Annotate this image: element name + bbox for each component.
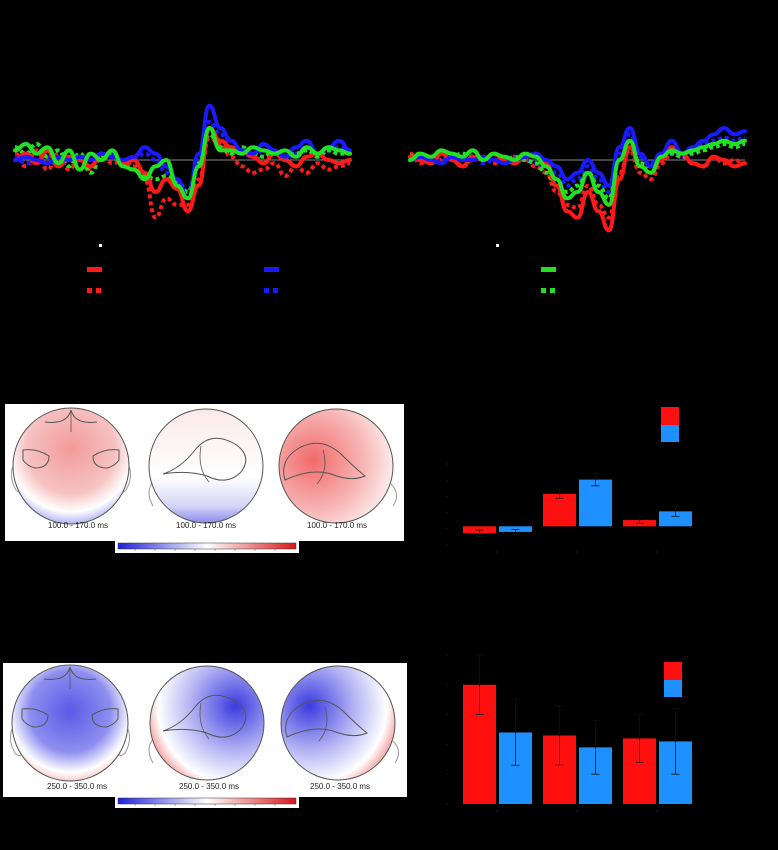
legend-markers	[87, 244, 556, 293]
waveform-red-solid	[13, 125, 352, 214]
topomap-side-negative-late-2	[280, 665, 399, 781]
topomap-label: 250.0 - 350.0 ms	[179, 782, 239, 791]
erp-waveform-right	[408, 125, 747, 233]
bar-legend-upper	[661, 407, 679, 442]
erp-waveform-left	[13, 103, 352, 220]
topomap-label: 250.0 - 350.0 ms	[310, 782, 370, 791]
topomap-row-1: 100.0 - 170.0 ms 100.0 - 170.0 ms 100.0 …	[5, 404, 404, 541]
legend-green-solid	[541, 267, 556, 272]
colorbar-row-1	[115, 539, 299, 553]
legend-red-dotted	[87, 288, 101, 293]
legend-blue-solid	[264, 267, 279, 272]
waveform-green-solid	[408, 138, 747, 207]
legend-red-solid	[87, 267, 102, 272]
legend-blue-dotted	[264, 288, 278, 293]
topomap-label: 100.0 - 170.0 ms	[307, 521, 367, 530]
topomap-side-negative-late-1	[148, 665, 265, 781]
waveform-green-solid	[13, 125, 352, 201]
bar-blue-group-3	[659, 511, 692, 527]
topomap-label: 100.0 - 170.0 ms	[48, 521, 108, 530]
bar-legend-blue	[661, 425, 679, 442]
bar-legend-red	[664, 662, 682, 680]
marker-dot-right	[496, 244, 499, 247]
colorbar-row-2	[115, 794, 299, 808]
topomap-front-late	[9, 664, 131, 782]
topomap-label: 250.0 - 350.0 ms	[47, 782, 107, 791]
topomap-label: 100.0 - 170.0 ms	[176, 521, 236, 530]
topomap-row-2: 250.0 - 350.0 ms 250.0 - 350.0 ms 250.0 …	[3, 663, 407, 797]
bar-chart-lower	[446, 654, 692, 812]
topomap-front-early	[10, 407, 132, 525]
topomap-side-neutral-early	[148, 408, 264, 524]
waveform-blue-solid	[408, 125, 747, 188]
bar-red-group-2	[543, 493, 576, 527]
waveform-red-solid	[408, 145, 747, 233]
bar-chart-upper	[446, 463, 692, 553]
bar-legend-blue	[664, 680, 682, 697]
bar-legend-lower	[664, 662, 682, 697]
bar-blue-group-2	[579, 479, 612, 527]
marker-dot-left	[99, 244, 102, 247]
topomap-side-positive-early	[278, 408, 397, 524]
bar-legend-red	[661, 407, 679, 425]
legend-green-dotted	[541, 288, 555, 293]
